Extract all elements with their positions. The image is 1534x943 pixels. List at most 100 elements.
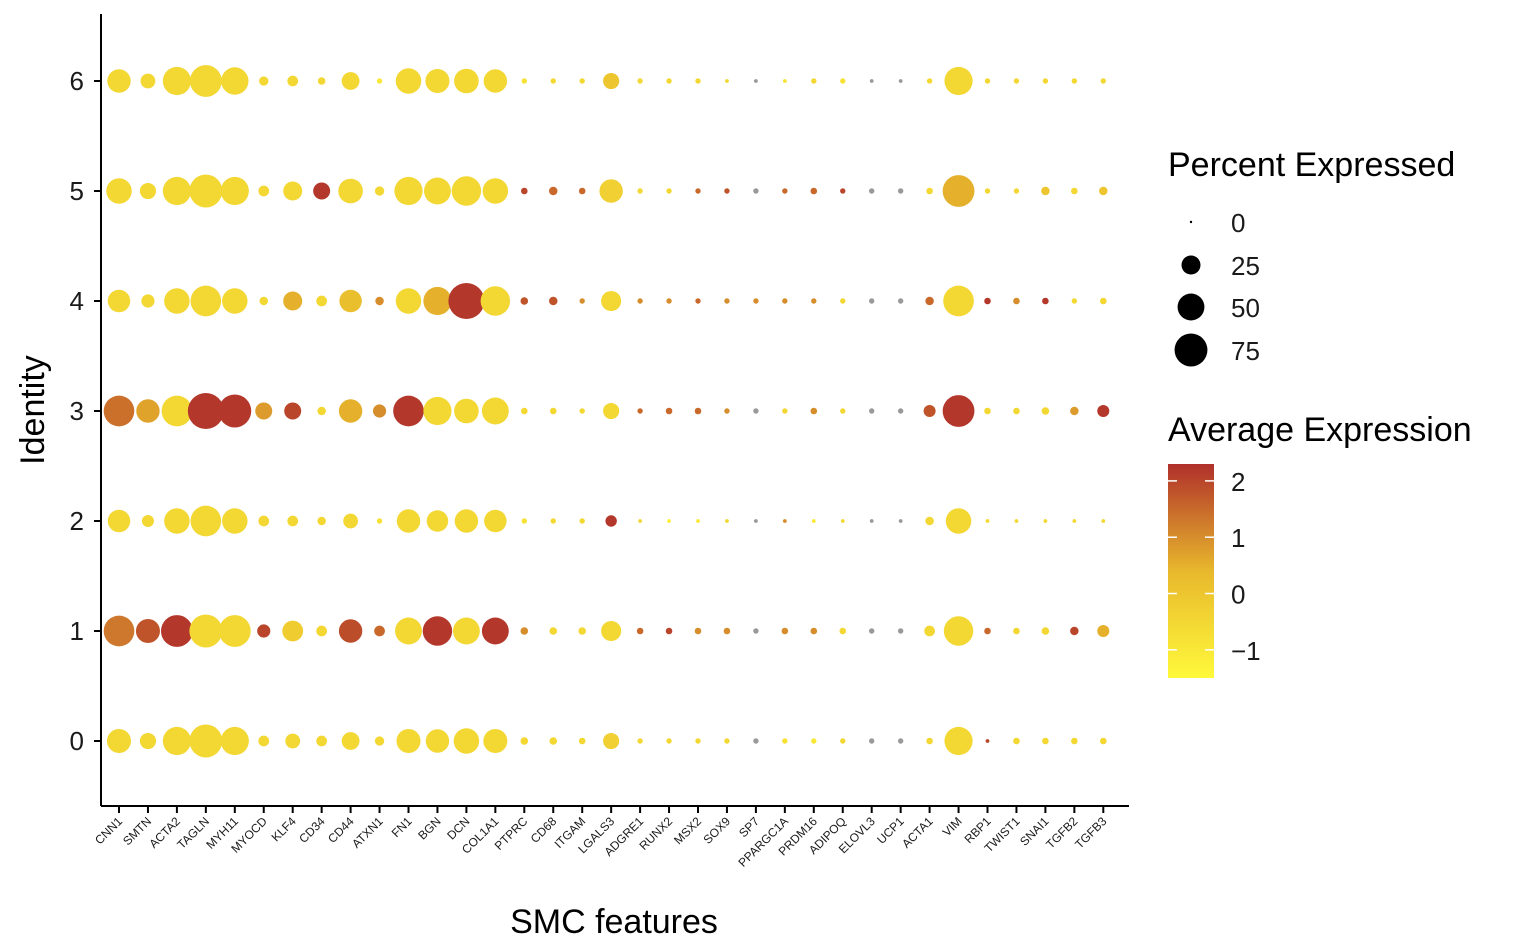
dot-1-lgals3 [601,620,622,642]
dot-0-adipoq [840,738,846,744]
dot-5-itgam [578,187,586,195]
dot-1-sp7 [753,628,759,634]
dot-2-tagln [190,505,222,537]
dot-3-atxn1 [372,404,387,418]
dot-6-tgfb3 [1100,78,1106,84]
dot-2-atxn1 [376,518,383,524]
dot-2-fn1 [396,509,421,533]
dot-1-myocd [257,624,271,638]
size-legend-label: 0 [1231,208,1245,238]
dot-5-fn1 [394,176,423,206]
dot-4-cd44 [339,289,362,313]
dot-6-ucp1 [898,79,903,83]
dot-1-cd68 [549,627,558,635]
dot-2-msx2 [696,519,700,523]
dot-2-klf4 [287,515,299,527]
dot-1-myh11 [218,615,251,647]
dot-4-myh11 [222,288,248,314]
dot-3-vim [942,395,975,427]
dot-5-cd34 [313,182,331,200]
dot-2-twist1 [1014,519,1019,523]
dot-2-dcn [454,509,479,533]
dot-3-cd34 [317,406,326,416]
dot-6-tgfb2 [1071,78,1078,84]
dot-1-acta2 [161,615,193,647]
dot-0-itgam [578,737,586,745]
x-tick-label: SOX9 [701,814,734,847]
dot-6-adgre1 [637,78,643,84]
dot-2-adipoq [840,519,845,523]
dot-4-ppargc1a [782,298,788,304]
dot-0-sox9 [724,738,730,744]
dot-5-twist1 [1013,188,1020,194]
dot-0-ptprc [520,737,529,745]
dot-2-acta2 [164,508,190,534]
dot-5-elovl3 [869,188,875,194]
dot-0-snai1 [1042,737,1049,745]
x-tick-label: CD34 [296,814,328,846]
dot-5-atxn1 [374,186,385,196]
dot-0-rbp1 [985,739,990,743]
dot-1-adgre1 [636,627,644,635]
dot-3-msx2 [694,407,702,415]
y-tick-label: 0 [70,726,84,756]
dot-4-itgam [579,298,585,304]
dot-1-tgfb3 [1097,624,1110,638]
dot-0-atxn1 [374,736,385,746]
x-tick-label: CNN1 [92,814,125,847]
dot-2-ppargc1a [782,519,787,523]
x-tick-label: ATXN1 [349,814,386,851]
dot-2-myh11 [222,508,248,534]
dot-5-sox9 [724,188,730,194]
x-tick-label: PTPRC [492,814,531,853]
dot-6-sp7 [754,79,758,83]
legend-color: Average Expression 2 1 0 −1 [1168,411,1472,678]
dot-4-elovl3 [869,298,875,304]
dot-6-vim [944,66,973,96]
dot-1-runx2 [665,627,673,635]
dot-0-klf4 [285,733,301,749]
dot-0-twist1 [1013,737,1020,745]
dot-0-myocd [258,735,270,747]
x-tick-label: MSX2 [671,814,704,847]
dot-0-dcn [453,728,480,754]
size-legend-dot [1174,333,1208,367]
dot-0-smtn [139,732,157,750]
dot-0-ppargc1a [782,738,788,744]
dot-0-elovl3 [869,738,875,744]
dot-0-lgals3 [603,732,620,750]
dot-6-myocd [259,76,269,86]
color-legend-label: −1 [1231,636,1261,666]
dot-2-bgn [426,510,449,532]
dot-4-snai1 [1042,297,1049,305]
dot-6-col1a1 [483,69,508,93]
dot-6-klf4 [287,75,299,87]
dot-4-col1a1 [480,286,511,316]
dot-0-tagln [189,724,223,758]
dot-5-klf4 [283,181,303,201]
dot-1-ptprc [520,627,529,635]
dot-1-ppargc1a [781,627,789,635]
dot-6-atxn1 [376,78,383,84]
dot-2-cd44 [343,513,358,529]
dot-5-runx2 [666,188,672,194]
dot-0-cd34 [316,735,328,747]
y-tick-label: 2 [70,506,84,536]
dot-2-cd68 [550,518,556,524]
dot-0-msx2 [695,738,701,744]
dot-4-sp7 [753,298,759,304]
dot-0-tgfb2 [1071,737,1078,745]
dot-4-vim [943,285,974,317]
dot-0-sp7 [753,738,759,744]
color-bar [1168,464,1214,678]
dot-1-acta1 [924,625,935,637]
dot-5-rbp1 [984,188,991,194]
dot-1-smtn [135,618,160,644]
dot-1-col1a1 [481,617,509,645]
dot-2-col1a1 [484,509,507,533]
dot-6-adipoq [840,78,846,84]
dot-4-tgfb2 [1071,298,1078,304]
dot-3-smtn [136,399,160,423]
dot-5-myocd [258,185,270,197]
dot-0-acta1 [926,737,933,745]
